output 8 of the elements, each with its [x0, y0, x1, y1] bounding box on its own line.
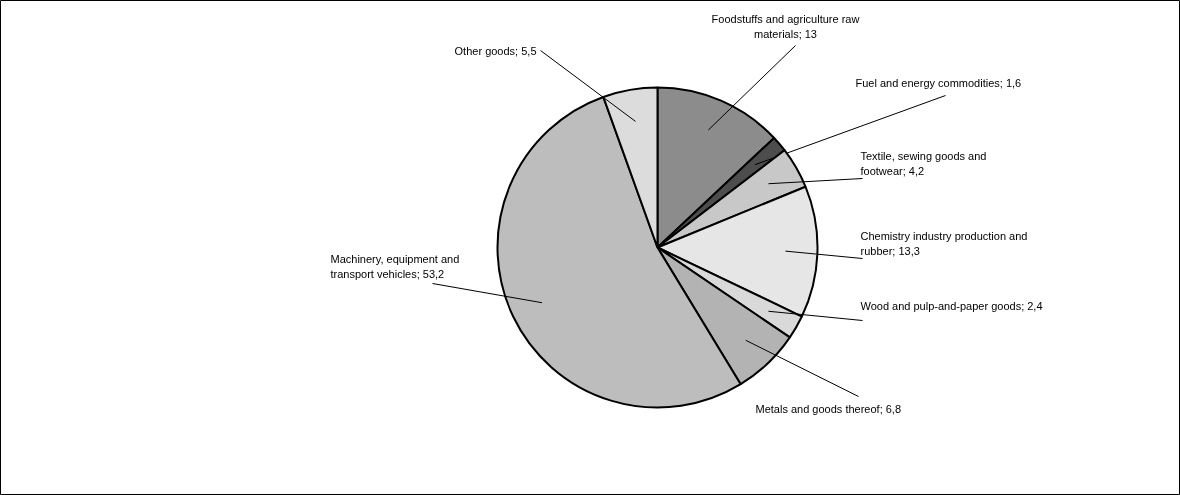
slice-label: Foodstuffs and agriculture raw materials; 13 — [711, 12, 860, 40]
slice-label: Chemistry industry production and rubber; 13,3 — [860, 229, 1028, 257]
slice-label: Wood and pulp-and-paper goods; 2,4 — [860, 299, 1043, 312]
slice-label: Textile, sewing goods and footwear; 4,2 — [860, 149, 987, 177]
slice-label: Other goods; 5,5 — [454, 44, 537, 57]
slice-label: Metals and goods thereof; 6,8 — [755, 402, 902, 415]
slice-label: Fuel and energy commodities; 1,6 — [855, 76, 1022, 89]
slice-label: Machinery, equipment and transport vehicles; 53,2 — [330, 252, 460, 280]
